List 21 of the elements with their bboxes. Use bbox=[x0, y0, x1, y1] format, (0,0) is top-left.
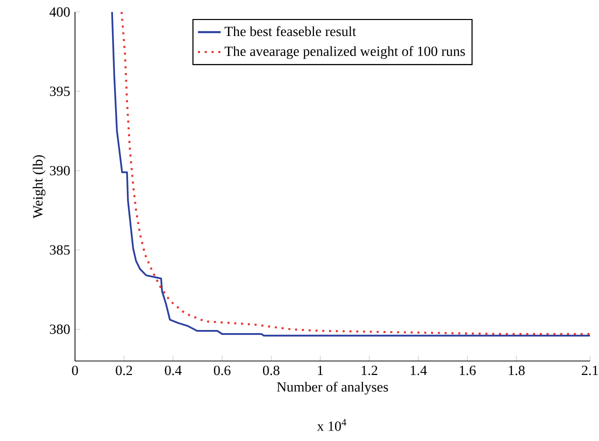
x-tick-label: 0.8 bbox=[262, 366, 280, 376]
y-tick-label: 385 bbox=[50, 245, 70, 255]
x-tick-label: 1.2 bbox=[362, 366, 378, 376]
x-axis-title: Number of analyses bbox=[276, 382, 388, 395]
x-tick-label: 2.1 bbox=[582, 366, 598, 376]
x-tick-label: 0.6 bbox=[214, 366, 230, 376]
x-tick-label: 0.4 bbox=[164, 366, 182, 376]
y-axis-title: Weight (lb) bbox=[32, 155, 46, 218]
y-tick-label: 400 bbox=[50, 7, 70, 17]
x-tick-label: 1 bbox=[318, 366, 323, 375]
legend-label: The best feaseble result bbox=[224, 26, 356, 36]
x-tick-label: 1.8 bbox=[508, 366, 525, 376]
text: x 10$^{4}$ bbox=[317, 419, 346, 431]
x-tick-label: 0.2 bbox=[116, 366, 132, 376]
legend-label: The avearage penalized weight of 100 runs bbox=[224, 46, 465, 59]
x-tick-label: 1.6 bbox=[460, 366, 476, 376]
y-tick-label: 395 bbox=[50, 86, 70, 96]
x-tick-label: 0 bbox=[72, 366, 78, 376]
y-tick-label: 390 bbox=[50, 166, 70, 176]
y-tick-label: 380 bbox=[50, 324, 70, 334]
x-tick-label: 1.4 bbox=[410, 366, 427, 376]
